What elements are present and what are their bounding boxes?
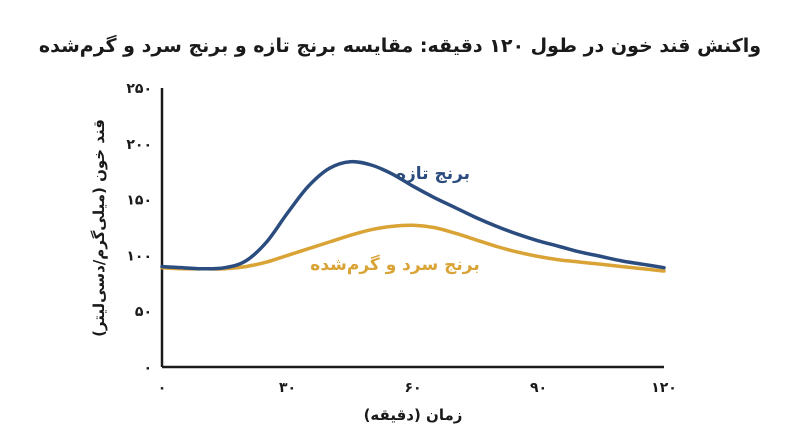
x-tick-labels: ۰ ۳۰ ۶۰ ۹۰ ۱۲۰ — [158, 380, 677, 396]
x-tick-label: ۶۰ — [404, 380, 421, 396]
series-label-reheated-rice: برنج سرد و گرم‌شده — [310, 254, 479, 275]
x-axis-label: زمان (دقیقه) — [364, 406, 463, 424]
y-axis-label: قند خون (میلی‌گرم/دسی‌لیتر) — [90, 119, 108, 337]
y-tick-label: ۲۵۰ — [126, 81, 152, 97]
y-tick-label: ۱۵۰ — [126, 193, 152, 209]
series-layer — [160, 159, 666, 273]
series-line-reheated-rice — [160, 223, 666, 273]
chart-title: واکنش قند خون در طول ۱۲۰ دقیقه: مقایسه ب… — [39, 34, 761, 57]
x-tick-label: ۱۲۰ — [651, 380, 677, 396]
axes — [160, 88, 664, 369]
y-tick-label: ۰ — [143, 360, 152, 376]
y-tick-label: ۲۰۰ — [126, 137, 152, 153]
x-tick-label: ۳۰ — [279, 380, 296, 396]
x-tick-label: ۰ — [158, 380, 167, 396]
x-tick-label: ۹۰ — [530, 380, 547, 396]
y-tick-labels: ۰ ۵۰ ۱۰۰ ۱۵۰ ۲۰۰ ۲۵۰ — [126, 81, 152, 376]
series-label-fresh-rice: برنج تازه — [396, 164, 470, 184]
y-tick-label: ۱۰۰ — [126, 248, 152, 264]
series-line-fresh-rice — [160, 159, 666, 271]
y-tick-label: ۵۰ — [135, 304, 152, 320]
